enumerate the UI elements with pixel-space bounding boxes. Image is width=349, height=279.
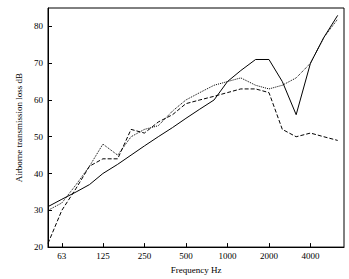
svg-text:80: 80 [34,21,44,31]
svg-text:Frequency Hz: Frequency Hz [171,265,222,275]
svg-text:20: 20 [34,242,44,252]
svg-text:60: 60 [34,95,44,105]
svg-text:250: 250 [138,251,152,261]
svg-text:63: 63 [57,251,67,261]
svg-text:30: 30 [34,205,44,215]
svg-text:50: 50 [34,132,44,142]
svg-text:4000: 4000 [301,251,320,261]
svg-text:500: 500 [179,251,193,261]
svg-text:1000: 1000 [218,251,237,261]
svg-text:2000: 2000 [260,251,279,261]
svg-text:Airborne transmission loss dB: Airborne transmission loss dB [14,73,24,182]
svg-text:40: 40 [34,169,44,179]
svg-text:125: 125 [96,251,110,261]
svg-text:70: 70 [34,58,44,68]
